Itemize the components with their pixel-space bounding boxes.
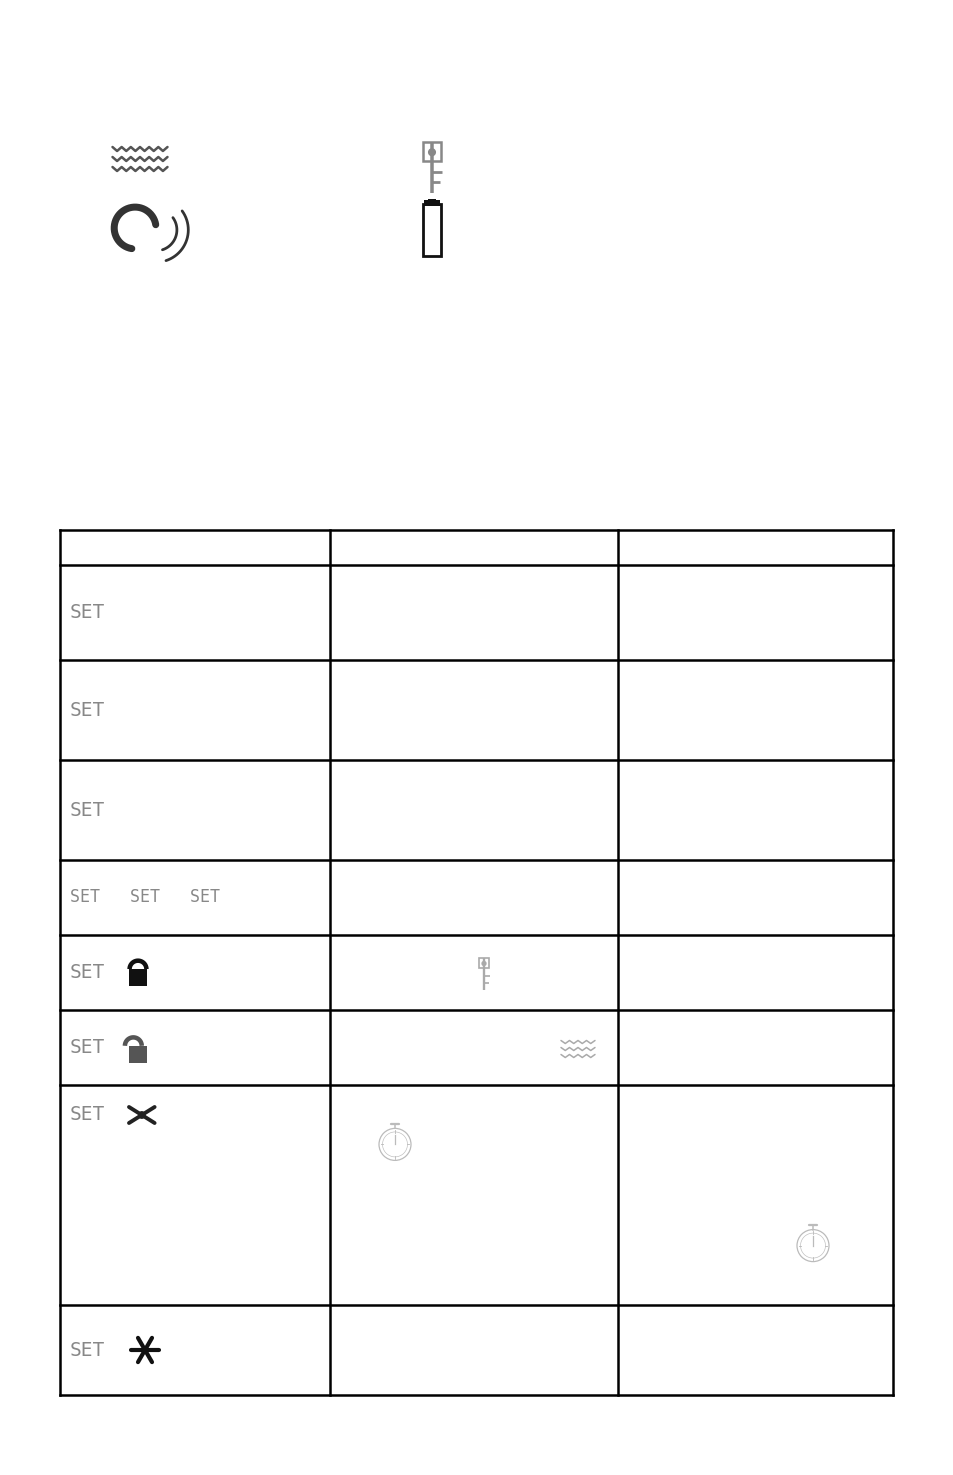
Text: SET: SET: [70, 603, 105, 622]
Text: SET: SET: [70, 1341, 105, 1360]
Bar: [423, 142, 440, 161]
Bar: [129, 969, 147, 987]
Circle shape: [481, 962, 485, 966]
Text: SET: SET: [70, 963, 105, 982]
Text: SET: SET: [70, 801, 105, 820]
Bar: [423, 201, 439, 207]
Bar: [129, 1046, 147, 1063]
Circle shape: [428, 149, 435, 155]
Bar: [428, 199, 436, 204]
Text: SET: SET: [70, 1038, 105, 1058]
Text: SET: SET: [70, 701, 105, 720]
Text: SET: SET: [70, 1105, 105, 1124]
Circle shape: [138, 1112, 145, 1118]
Text: SET   SET   SET: SET SET SET: [70, 888, 220, 907]
Bar: [422, 204, 440, 257]
Bar: [478, 957, 489, 969]
